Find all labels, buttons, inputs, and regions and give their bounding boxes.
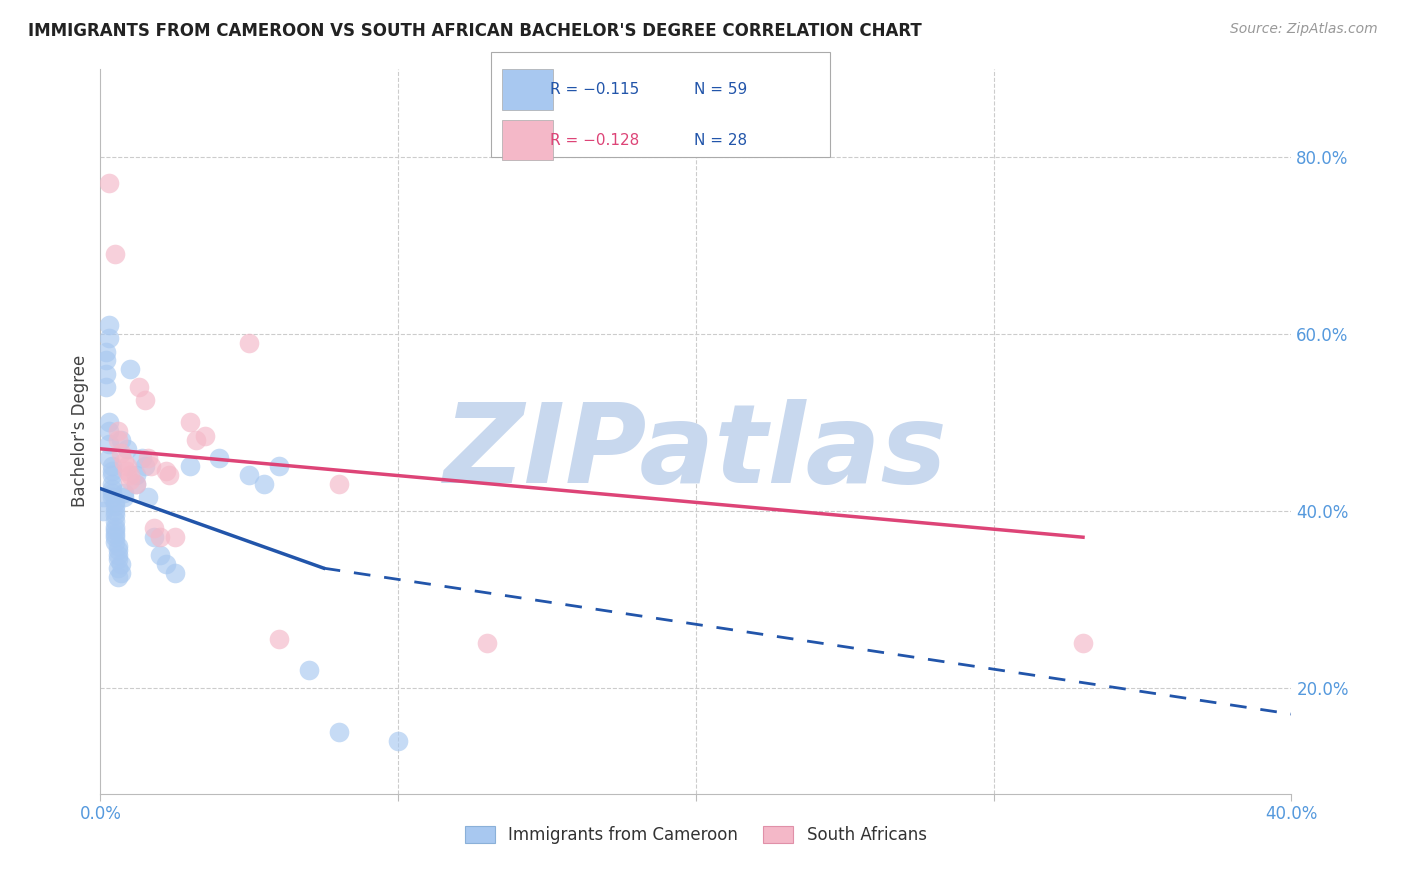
Point — [120, 468, 142, 483]
Point — [1071, 636, 1094, 650]
Point — [155, 464, 177, 478]
Point — [253, 477, 276, 491]
Point — [98, 177, 121, 191]
Point — [328, 724, 350, 739]
Point — [120, 473, 142, 487]
Point — [101, 491, 124, 505]
Point — [107, 539, 129, 553]
Point — [142, 521, 165, 535]
Point — [98, 331, 121, 345]
Point — [104, 534, 127, 549]
Point — [477, 636, 499, 650]
Point — [267, 632, 290, 646]
Point — [194, 428, 217, 442]
Point — [134, 393, 156, 408]
Point — [96, 367, 118, 381]
Point — [136, 491, 159, 505]
Point — [328, 477, 350, 491]
Point — [128, 380, 150, 394]
Point — [142, 530, 165, 544]
Point — [101, 486, 124, 500]
Text: N = 28: N = 28 — [693, 133, 747, 148]
Point — [125, 477, 148, 491]
Point — [163, 530, 186, 544]
Point — [136, 450, 159, 465]
Point — [112, 486, 135, 500]
Point — [98, 318, 121, 332]
Point — [387, 733, 409, 747]
Point — [104, 500, 127, 514]
Text: IMMIGRANTS FROM CAMEROON VS SOUTH AFRICAN BACHELOR'S DEGREE CORRELATION CHART: IMMIGRANTS FROM CAMEROON VS SOUTH AFRICA… — [28, 22, 922, 40]
Point — [267, 459, 290, 474]
Point — [104, 526, 127, 541]
Point — [110, 566, 132, 580]
Y-axis label: Bachelor's Degree: Bachelor's Degree — [72, 355, 89, 508]
Point — [101, 477, 124, 491]
Point — [107, 552, 129, 566]
Point — [115, 442, 138, 456]
Text: Source: ZipAtlas.com: Source: ZipAtlas.com — [1230, 22, 1378, 37]
Point — [96, 353, 118, 368]
Point — [104, 495, 127, 509]
Point — [101, 482, 124, 496]
Point — [91, 504, 114, 518]
Point — [115, 459, 138, 474]
Point — [107, 424, 129, 438]
Point — [112, 491, 135, 505]
Point — [208, 450, 231, 465]
Point — [104, 514, 127, 528]
Point — [91, 491, 114, 505]
Point — [98, 437, 121, 451]
Point — [155, 557, 177, 571]
Point — [163, 566, 186, 580]
Point — [107, 561, 129, 575]
Point — [107, 433, 129, 447]
Point — [134, 459, 156, 474]
Point — [104, 504, 127, 518]
Point — [115, 464, 138, 478]
Point — [125, 468, 148, 483]
Text: N = 59: N = 59 — [693, 82, 747, 97]
Point — [98, 415, 121, 429]
Point — [112, 455, 135, 469]
Point — [238, 468, 260, 483]
Point — [139, 459, 162, 474]
Text: R = −0.115: R = −0.115 — [550, 82, 640, 97]
Point — [157, 468, 180, 483]
Point — [96, 344, 118, 359]
Point — [101, 464, 124, 478]
Point — [107, 543, 129, 558]
Point — [184, 433, 207, 447]
Point — [125, 477, 148, 491]
Point — [238, 335, 260, 350]
Legend: Immigrants from Cameroon, South Africans: Immigrants from Cameroon, South Africans — [458, 819, 934, 851]
Point — [110, 557, 132, 571]
Point — [98, 424, 121, 438]
Point — [98, 450, 121, 465]
Point — [107, 570, 129, 584]
Point — [120, 362, 142, 376]
Point — [107, 548, 129, 562]
Point — [298, 663, 321, 677]
Point — [104, 519, 127, 533]
Text: ZIPatlas: ZIPatlas — [444, 400, 948, 507]
Text: R = −0.128: R = −0.128 — [550, 133, 640, 148]
Point — [110, 433, 132, 447]
Point — [179, 459, 201, 474]
Point — [110, 446, 132, 460]
Point — [104, 247, 127, 261]
Point — [104, 530, 127, 544]
Point — [104, 523, 127, 537]
Point — [179, 415, 201, 429]
Point — [96, 380, 118, 394]
Point — [149, 530, 172, 544]
Point — [131, 450, 153, 465]
Point — [104, 508, 127, 522]
Point — [149, 548, 172, 562]
Point — [101, 468, 124, 483]
Point — [101, 459, 124, 474]
